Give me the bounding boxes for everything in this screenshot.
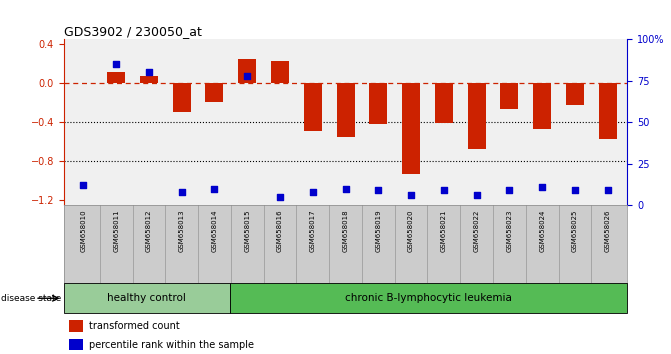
Bar [468,83,486,149]
Bar [337,83,354,137]
Point [340,186,351,192]
Bar [599,83,617,139]
Text: chronic B-lymphocytic leukemia: chronic B-lymphocytic leukemia [345,293,512,303]
Text: GSM658012: GSM658012 [146,209,152,252]
Text: disease state: disease state [1,294,61,303]
Bar [229,283,627,313]
Point [537,184,548,190]
Point [242,73,252,78]
Bar [69,320,83,332]
Text: GSM658014: GSM658014 [211,209,217,252]
Text: GSM658010: GSM658010 [81,209,87,252]
Bar [566,83,584,104]
Text: healthy control: healthy control [107,293,186,303]
Bar [140,76,158,83]
Text: GSM658023: GSM658023 [507,209,513,252]
Bar [369,83,387,124]
Bar [271,62,289,83]
Text: GSM658018: GSM658018 [343,209,348,252]
Bar [501,83,519,109]
Point [111,61,121,67]
Bar [107,72,125,83]
Text: transformed count: transformed count [89,321,180,331]
Text: GSM658017: GSM658017 [310,209,316,252]
Bar [238,58,256,83]
Bar [69,338,83,350]
Text: GSM658011: GSM658011 [113,209,119,252]
Text: GSM658019: GSM658019 [375,209,381,252]
Text: GSM658022: GSM658022 [474,209,480,252]
Point [373,188,384,193]
Bar [533,83,551,129]
Bar [402,83,420,174]
Point [406,193,417,198]
Text: GSM658015: GSM658015 [244,209,250,252]
Point [78,183,89,188]
Text: GSM658013: GSM658013 [178,209,185,252]
Text: GDS3902 / 230050_at: GDS3902 / 230050_at [64,25,201,38]
Point [307,189,318,195]
Bar [304,83,322,131]
Bar [435,83,453,123]
Point [209,186,220,192]
Point [439,188,450,193]
Bar [64,283,229,313]
Point [471,193,482,198]
Bar [205,83,223,102]
Point [570,188,580,193]
Text: GSM658024: GSM658024 [539,209,545,252]
Bar [172,83,191,112]
Point [274,194,285,200]
Text: GSM658020: GSM658020 [408,209,414,252]
Text: percentile rank within the sample: percentile rank within the sample [89,339,254,350]
Text: GSM658025: GSM658025 [572,209,578,252]
Text: GSM658026: GSM658026 [605,209,611,252]
Point [603,188,613,193]
Point [144,69,154,75]
Point [176,189,187,195]
Text: GSM658016: GSM658016 [277,209,283,252]
Point [504,188,515,193]
Text: GSM658021: GSM658021 [441,209,447,252]
